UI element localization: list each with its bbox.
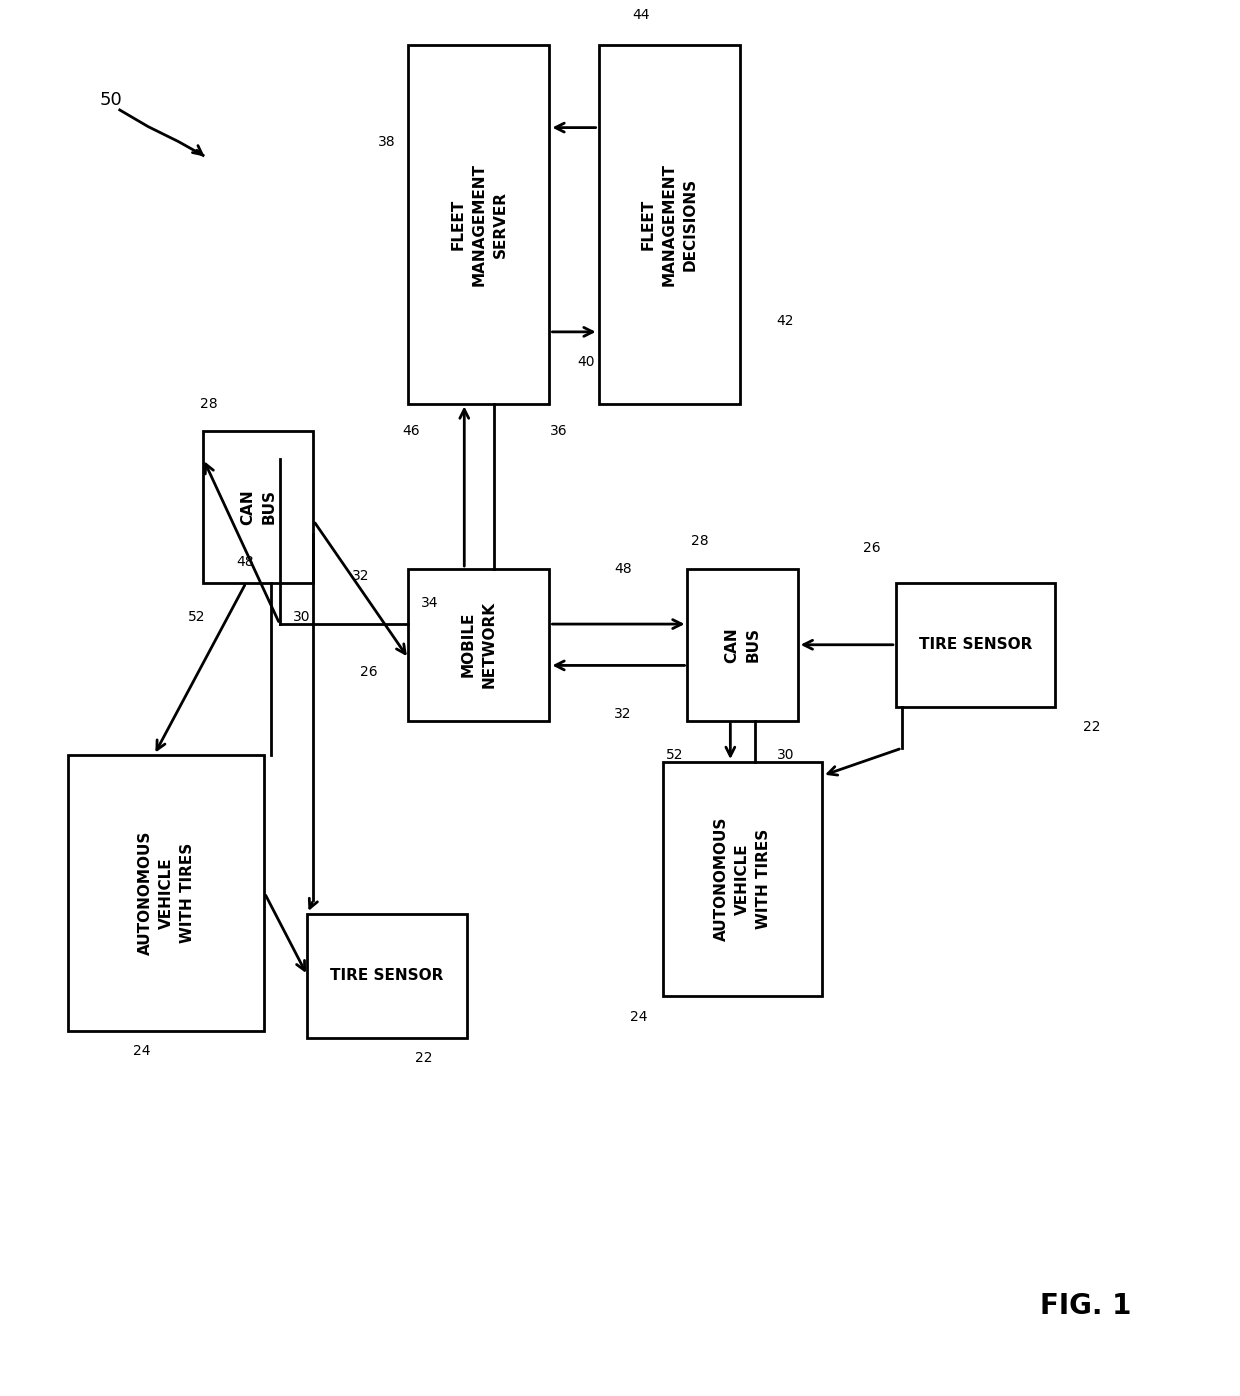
Bar — [408, 570, 549, 720]
Text: CAN
BUS: CAN BUS — [241, 489, 277, 525]
Bar — [895, 582, 1055, 706]
Text: 52: 52 — [188, 610, 206, 624]
Bar — [308, 913, 466, 1037]
Text: 22: 22 — [1084, 720, 1101, 734]
Text: TIRE SENSOR: TIRE SENSOR — [330, 967, 444, 983]
Bar — [68, 755, 264, 1030]
Bar — [408, 45, 549, 403]
Text: 52: 52 — [666, 748, 684, 762]
Text: TIRE SENSOR: TIRE SENSOR — [919, 637, 1032, 652]
Text: 44: 44 — [632, 8, 650, 22]
Text: FLEET
MANAGEMENT
DECISIONS: FLEET MANAGEMENT DECISIONS — [641, 163, 698, 286]
Text: 26: 26 — [360, 666, 377, 680]
Text: FIG. 1: FIG. 1 — [1040, 1293, 1132, 1321]
Bar — [599, 45, 739, 403]
Text: 40: 40 — [578, 355, 595, 369]
Text: 42: 42 — [776, 314, 795, 328]
Text: 48: 48 — [614, 563, 632, 577]
Bar — [203, 431, 314, 582]
Text: 32: 32 — [352, 568, 370, 584]
Text: CAN
BUS: CAN BUS — [724, 627, 760, 663]
Text: 38: 38 — [378, 134, 396, 148]
Text: 50: 50 — [99, 91, 123, 109]
Text: 24: 24 — [630, 1009, 647, 1023]
Text: 32: 32 — [614, 706, 632, 720]
Text: 36: 36 — [549, 424, 568, 438]
Text: FLEET
MANAGEMENT
SERVER: FLEET MANAGEMENT SERVER — [450, 163, 507, 286]
Text: 22: 22 — [415, 1051, 433, 1065]
Text: 48: 48 — [237, 556, 254, 570]
Text: 30: 30 — [293, 610, 310, 624]
Bar — [687, 570, 797, 720]
Text: 30: 30 — [776, 748, 795, 762]
Text: MOBILE
NETWORK: MOBILE NETWORK — [461, 602, 497, 688]
Text: AUTONOMOUS
VEHICLE
WITH TIRES: AUTONOMOUS VEHICLE WITH TIRES — [714, 817, 771, 941]
Text: 46: 46 — [403, 424, 420, 438]
Text: 24: 24 — [133, 1044, 150, 1058]
Text: AUTONOMOUS
VEHICLE
WITH TIRES: AUTONOMOUS VEHICLE WITH TIRES — [138, 831, 195, 955]
Bar — [663, 762, 822, 997]
Text: 28: 28 — [201, 396, 218, 410]
Text: 26: 26 — [863, 542, 880, 556]
Text: 28: 28 — [691, 535, 708, 549]
Text: 34: 34 — [422, 596, 439, 610]
